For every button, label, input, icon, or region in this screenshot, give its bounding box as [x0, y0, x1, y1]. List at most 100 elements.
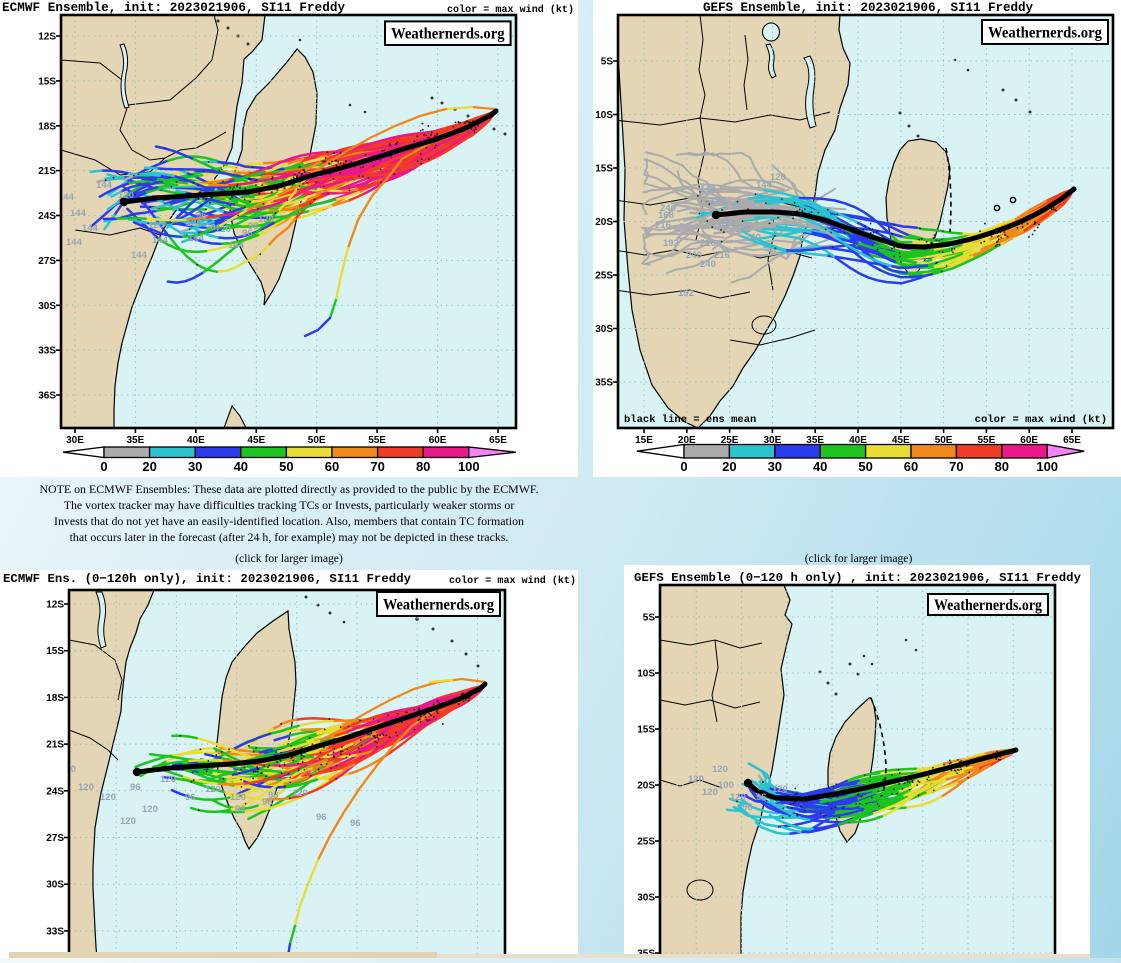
- svg-text:40: 40: [813, 459, 827, 474]
- svg-text:Weathernerds.org: Weathernerds.org: [934, 597, 1042, 614]
- svg-text:120: 120: [118, 190, 134, 201]
- svg-text:33S: 33S: [38, 346, 56, 357]
- svg-text:30E: 30E: [764, 435, 782, 446]
- svg-text:96: 96: [262, 797, 273, 808]
- svg-text:144: 144: [70, 208, 87, 219]
- svg-text:Weathernerds.org: Weathernerds.org: [383, 597, 494, 614]
- svg-text:10S: 10S: [637, 669, 655, 680]
- svg-text:33S: 33S: [46, 926, 64, 937]
- svg-text:color = max wind (kt): color = max wind (kt): [447, 4, 574, 16]
- svg-text:216: 216: [700, 238, 716, 249]
- svg-text:27S: 27S: [38, 256, 56, 267]
- svg-text:120: 120: [142, 804, 158, 815]
- svg-text:ECMWF Ens. (0−120h only), init: ECMWF Ens. (0−120h only), init: 20230219…: [3, 572, 412, 586]
- svg-text:15S: 15S: [637, 725, 655, 736]
- svg-text:120: 120: [78, 782, 94, 793]
- svg-text:35E: 35E: [127, 435, 145, 446]
- svg-text:50: 50: [279, 459, 293, 474]
- svg-text:20E: 20E: [678, 435, 696, 446]
- svg-text:35S: 35S: [595, 378, 613, 389]
- svg-text:96: 96: [242, 228, 253, 239]
- svg-text:144: 144: [152, 235, 169, 246]
- svg-text:96: 96: [756, 792, 767, 803]
- svg-text:96: 96: [235, 804, 246, 815]
- svg-text:GEFS Ensemble, init: 202302190: GEFS Ensemble, init: 2023021906, SI11 Fr…: [703, 1, 1033, 15]
- svg-text:50: 50: [858, 459, 872, 474]
- svg-text:18S: 18S: [46, 693, 64, 704]
- svg-text:10S: 10S: [595, 110, 613, 121]
- svg-text:70: 70: [949, 459, 963, 474]
- svg-text:144: 144: [96, 180, 113, 191]
- svg-text:98: 98: [248, 221, 259, 232]
- svg-text:60E: 60E: [429, 435, 447, 446]
- svg-text:240: 240: [745, 232, 761, 243]
- svg-text:96: 96: [742, 802, 753, 813]
- svg-text:24S: 24S: [46, 786, 64, 797]
- svg-text:120: 120: [205, 784, 221, 795]
- svg-text:192: 192: [678, 288, 694, 299]
- svg-text:30S: 30S: [595, 324, 613, 335]
- svg-text:40: 40: [234, 459, 248, 474]
- svg-text:240: 240: [700, 259, 716, 270]
- svg-text:60: 60: [325, 459, 339, 474]
- svg-text:12S: 12S: [38, 32, 56, 43]
- svg-text:21S: 21S: [38, 166, 56, 177]
- svg-text:65E: 65E: [489, 435, 507, 446]
- svg-text:GEFS Ensemble (0−120 h only) ,: GEFS Ensemble (0−120 h only) , init: 202…: [634, 571, 1082, 585]
- svg-text:Weathernerds.org: Weathernerds.org: [391, 26, 505, 43]
- svg-text:120: 120: [60, 764, 76, 775]
- svg-text:30: 30: [188, 459, 202, 474]
- svg-text:168: 168: [658, 210, 674, 221]
- svg-text:96: 96: [196, 210, 207, 221]
- svg-text:Weathernerds.org: Weathernerds.org: [988, 25, 1102, 42]
- svg-text:216: 216: [714, 250, 730, 261]
- svg-text:80: 80: [995, 459, 1009, 474]
- svg-text:96: 96: [205, 222, 216, 233]
- svg-text:120: 120: [100, 792, 116, 803]
- svg-text:24S: 24S: [38, 211, 56, 222]
- svg-text:96: 96: [130, 782, 141, 793]
- svg-text:65E: 65E: [1063, 435, 1081, 446]
- svg-text:55E: 55E: [978, 435, 996, 446]
- svg-text:color = max wind (kt): color = max wind (kt): [975, 414, 1107, 426]
- svg-text:120: 120: [160, 774, 176, 785]
- svg-text:192: 192: [735, 224, 751, 235]
- svg-text:70: 70: [370, 459, 384, 474]
- svg-text:144: 144: [66, 237, 83, 248]
- svg-text:120: 120: [230, 792, 246, 803]
- svg-text:120: 120: [772, 784, 788, 795]
- svg-text:40E: 40E: [187, 435, 205, 446]
- svg-text:20: 20: [142, 459, 156, 474]
- svg-text:100: 100: [718, 780, 734, 791]
- svg-text:12S: 12S: [46, 600, 64, 611]
- svg-text:0: 0: [100, 459, 107, 474]
- svg-text:120: 120: [186, 218, 202, 229]
- svg-text:240: 240: [660, 203, 676, 214]
- svg-text:60E: 60E: [1020, 435, 1038, 446]
- svg-text:120: 120: [688, 774, 704, 785]
- svg-text:45E: 45E: [247, 435, 265, 446]
- svg-text:40E: 40E: [849, 435, 867, 446]
- svg-text:50E: 50E: [935, 435, 953, 446]
- svg-text:18S: 18S: [38, 121, 56, 132]
- svg-text:black line = ens mean: black line = ens mean: [624, 414, 756, 426]
- svg-text:100: 100: [458, 459, 480, 474]
- svg-text:ECMWF Ensemble, init: 20230219: ECMWF Ensemble, init: 2023021906, SI11 F…: [2, 1, 345, 15]
- svg-text:144: 144: [228, 240, 245, 251]
- svg-text:50E: 50E: [308, 435, 326, 446]
- svg-text:120: 120: [710, 196, 726, 207]
- svg-text:60: 60: [904, 459, 918, 474]
- svg-text:5S: 5S: [601, 57, 614, 68]
- svg-text:96: 96: [185, 792, 196, 803]
- svg-text:120: 120: [258, 214, 274, 225]
- svg-text:144: 144: [756, 180, 773, 191]
- svg-text:45E: 45E: [892, 435, 910, 446]
- svg-text:20: 20: [722, 459, 736, 474]
- svg-text:192: 192: [663, 238, 679, 249]
- svg-text:120: 120: [120, 816, 136, 827]
- svg-text:98: 98: [268, 790, 279, 801]
- svg-text:100: 100: [1036, 459, 1058, 474]
- svg-text:30S: 30S: [38, 301, 56, 312]
- svg-text:25S: 25S: [595, 271, 613, 282]
- svg-text:96: 96: [316, 812, 327, 823]
